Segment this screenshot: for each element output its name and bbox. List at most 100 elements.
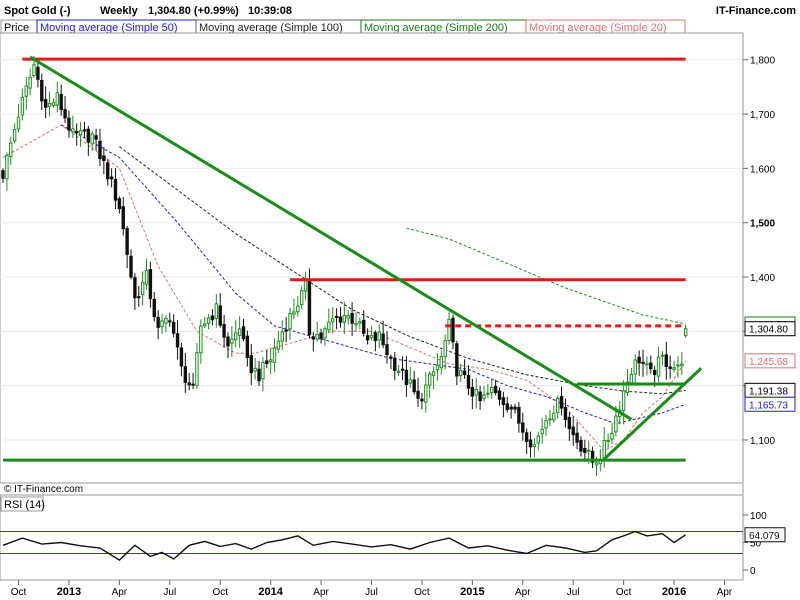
main-panel bbox=[0, 32, 744, 484]
rsi-grid bbox=[0, 531, 743, 554]
moving-average-line bbox=[406, 227, 686, 325]
candle bbox=[82, 121, 87, 139]
candle bbox=[331, 307, 335, 334]
candle bbox=[424, 372, 428, 413]
candle bbox=[524, 428, 529, 455]
candle bbox=[160, 313, 164, 334]
candle bbox=[113, 168, 118, 209]
copyright-label: © IT-Finance.com bbox=[4, 484, 83, 495]
x-tick-label: Oct bbox=[414, 587, 430, 598]
candle bbox=[245, 330, 250, 367]
candle bbox=[641, 349, 645, 377]
candle bbox=[144, 258, 149, 290]
candle bbox=[199, 319, 203, 364]
y-tick-label: 1,400 bbox=[750, 273, 775, 284]
price-axis-labels: 1,313.531,304.801,245.681,191.381,165.73 bbox=[744, 316, 796, 412]
candle bbox=[517, 401, 521, 433]
candle bbox=[67, 110, 71, 138]
trend-line bbox=[29, 55, 633, 421]
candle bbox=[470, 379, 475, 410]
price-label: 1,165.73 bbox=[744, 396, 796, 412]
y-tick-label: 1,700 bbox=[750, 110, 775, 121]
candle bbox=[606, 433, 610, 450]
candle bbox=[253, 358, 257, 380]
x-tick-label: Oct bbox=[11, 587, 27, 598]
x-tick-label: Apr bbox=[717, 587, 733, 598]
candle bbox=[548, 410, 552, 427]
candle bbox=[493, 379, 498, 396]
candle bbox=[350, 302, 354, 337]
candle bbox=[24, 77, 28, 111]
candle bbox=[660, 351, 665, 367]
candle bbox=[377, 324, 381, 348]
rsi-series-line bbox=[2, 530, 687, 561]
candle bbox=[265, 350, 269, 369]
candle bbox=[396, 365, 401, 377]
candle bbox=[400, 356, 405, 381]
candle bbox=[327, 308, 331, 334]
period-label: Weekly bbox=[100, 5, 139, 17]
candle bbox=[649, 355, 653, 374]
x-tick-label: Oct bbox=[212, 587, 228, 598]
candle bbox=[16, 103, 21, 133]
candle bbox=[319, 328, 323, 344]
candle bbox=[152, 292, 156, 322]
candle bbox=[408, 366, 412, 389]
candle bbox=[121, 197, 125, 236]
candle bbox=[9, 136, 13, 166]
candle bbox=[323, 326, 327, 347]
candle bbox=[249, 343, 253, 386]
candle bbox=[74, 123, 79, 146]
price-label-text: 1,245.68 bbox=[749, 357, 788, 368]
price-label: 1,191.38 bbox=[744, 382, 796, 398]
rsi-panel bbox=[0, 494, 744, 581]
candle bbox=[509, 404, 513, 419]
x-tick-label: Apr bbox=[112, 587, 128, 598]
candle bbox=[346, 309, 350, 325]
candle bbox=[241, 318, 246, 342]
candle bbox=[540, 417, 544, 444]
candle bbox=[272, 338, 277, 373]
trend-line bbox=[603, 367, 703, 461]
candle bbox=[579, 436, 583, 457]
x-tick-label: 2013 bbox=[57, 586, 81, 598]
price-label: 1,304.80 bbox=[744, 321, 796, 337]
candle bbox=[125, 225, 129, 269]
candle bbox=[268, 348, 273, 375]
time-label: 10:39:08 bbox=[248, 5, 292, 17]
candle bbox=[474, 378, 478, 409]
candle bbox=[381, 320, 385, 348]
rsi-legend-box bbox=[0, 496, 44, 512]
candle bbox=[51, 98, 56, 108]
candle bbox=[404, 356, 409, 397]
candle bbox=[583, 439, 587, 462]
candle bbox=[482, 385, 486, 402]
rsi-last-value: 64.079 bbox=[744, 527, 786, 543]
candle bbox=[683, 325, 688, 338]
x-tick-label: Apr bbox=[515, 587, 531, 598]
x-tick-label: Apr bbox=[313, 587, 329, 598]
candle bbox=[315, 321, 319, 342]
source-label: IT-Finance.com bbox=[716, 5, 796, 17]
price-label: 1,245.68 bbox=[744, 353, 796, 369]
candle bbox=[12, 123, 17, 144]
candle bbox=[656, 346, 661, 382]
candle bbox=[1, 168, 5, 183]
candle bbox=[234, 320, 238, 348]
candle bbox=[590, 446, 595, 469]
rsi-tick-label: 100 bbox=[750, 511, 767, 522]
candle bbox=[210, 309, 215, 326]
rsi-tick-label: 0 bbox=[750, 566, 756, 577]
price-label-text: 1,191.38 bbox=[749, 386, 788, 397]
candle bbox=[389, 354, 393, 370]
candle bbox=[86, 125, 91, 156]
candle bbox=[676, 356, 680, 378]
candle bbox=[203, 316, 207, 329]
candle bbox=[43, 86, 48, 119]
y-tick-label: 1,600 bbox=[750, 164, 775, 175]
rsi-axis: 100 50 0 64.079 bbox=[743, 511, 786, 577]
candle bbox=[117, 196, 122, 214]
candle bbox=[571, 416, 575, 446]
candle bbox=[637, 350, 641, 376]
